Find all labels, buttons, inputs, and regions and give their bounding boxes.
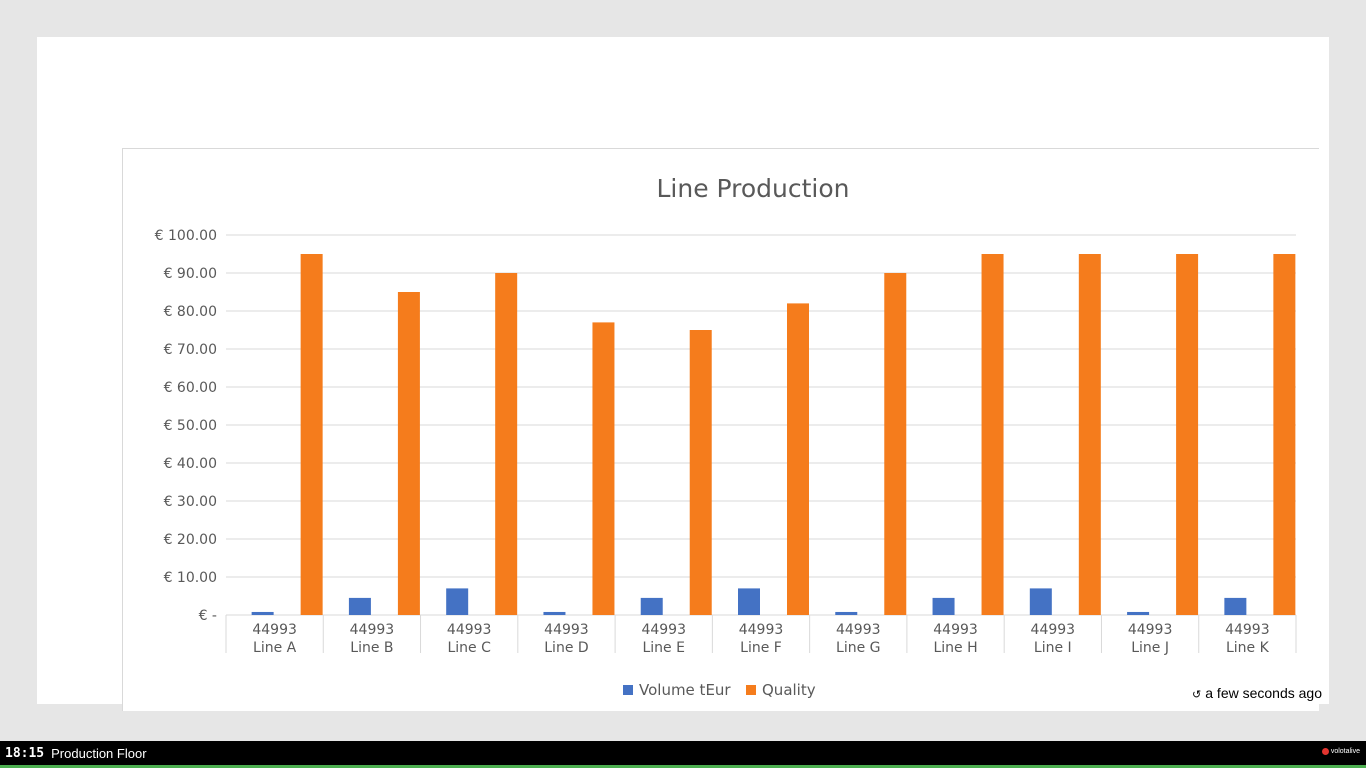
- y-tick-label: € 100.00: [155, 228, 217, 244]
- y-tick-label: € 90.00: [164, 266, 217, 282]
- x-tick-label: Line H: [933, 640, 977, 656]
- screen-name: Production Floor: [51, 745, 147, 761]
- legend-label: Volume tEur: [639, 681, 731, 699]
- x-tick-label: 44993: [739, 622, 784, 638]
- legend-swatch: [746, 685, 756, 695]
- bar-volume: [251, 611, 274, 615]
- x-tick-label: Line D: [544, 640, 588, 656]
- dashboard-panel: Line Production € - € 10.00 € 20.00 € 30.00 €…: [37, 37, 1329, 711]
- bar-volume: [348, 597, 371, 615]
- x-tick-label: 44993: [1128, 622, 1173, 638]
- y-tick-label: € 70.00: [164, 342, 217, 358]
- x-tick-label: 44993: [933, 622, 978, 638]
- x-tick-label: Line C: [447, 640, 491, 656]
- x-tick-label: Line J: [1131, 640, 1169, 656]
- y-tick-label: € 80.00: [164, 304, 217, 320]
- bar-quality: [495, 273, 518, 615]
- bar-quality: [1078, 254, 1101, 615]
- bar-quality: [300, 254, 323, 615]
- x-tick-label: 44993: [641, 622, 686, 638]
- chart-title: Line Production: [656, 174, 849, 203]
- x-tick-label: Line E: [642, 640, 684, 656]
- legend-label: Quality: [762, 681, 816, 699]
- bar-quality: [689, 330, 712, 615]
- x-tick-label: 44993: [836, 622, 881, 638]
- x-tick-label: Line B: [350, 640, 393, 656]
- refresh-text: a few seconds ago: [1205, 685, 1322, 701]
- bar-quality: [1273, 254, 1296, 615]
- bar-volume: [1127, 611, 1150, 615]
- x-tick-label: 44993: [252, 622, 297, 638]
- x-tick-label: Line G: [836, 640, 880, 656]
- x-tick-label: Line F: [740, 640, 782, 656]
- x-tick-label: 44993: [544, 622, 589, 638]
- x-tick-label: Line A: [253, 640, 297, 656]
- bar-volume: [1029, 588, 1052, 615]
- bar-quality: [397, 292, 420, 615]
- bar-volume: [640, 597, 663, 615]
- x-tick-label: 44993: [1031, 622, 1076, 638]
- bar-volume: [738, 588, 760, 615]
- refresh-status: ↺ a few seconds ago: [1192, 685, 1322, 701]
- y-tick-label: € 60.00: [164, 380, 217, 396]
- legend-swatch: [623, 685, 633, 695]
- footer-bar: 18:15 Production Floor volotalive: [0, 741, 1366, 765]
- bar-quality: [787, 303, 809, 615]
- bar-volume: [446, 588, 469, 615]
- line-production-chart: Line Production € - € 10.00 € 20.00 € 30.00 €…: [155, 174, 1297, 699]
- bar-quality: [884, 273, 907, 615]
- x-tick-label: 44993: [1225, 622, 1270, 638]
- brand-dot-icon: [1321, 748, 1329, 755]
- x-tick-label: 44993: [447, 622, 492, 638]
- y-tick-label: € 20.00: [164, 532, 217, 548]
- bar-volume: [1224, 597, 1247, 615]
- bar-volume: [835, 611, 858, 615]
- bar-quality: [1176, 254, 1199, 615]
- y-tick-label: € 40.00: [164, 456, 217, 472]
- bar-volume: [932, 597, 955, 615]
- brand-name: volotalive: [1330, 748, 1360, 755]
- y-tick-label: € -: [199, 608, 217, 624]
- bar-quality: [592, 322, 615, 615]
- y-tick-label: € 10.00: [164, 570, 217, 586]
- chart-frame: Line Production € - € 10.00 € 20.00 € 30.00 €…: [122, 148, 1319, 711]
- bar-quality: [981, 254, 1004, 615]
- y-tick-label: € 50.00: [164, 418, 217, 434]
- x-tick-label: Line K: [1226, 640, 1270, 656]
- footer-accent-line: [0, 765, 1366, 768]
- clock: 18:15: [5, 745, 45, 761]
- bar-volume: [543, 611, 566, 615]
- refresh-icon[interactable]: ↺: [1192, 689, 1202, 701]
- x-tick-label: Line I: [1034, 640, 1072, 656]
- brand-logo: volotalive: [1321, 748, 1360, 755]
- x-tick-label: 44993: [350, 622, 395, 638]
- y-tick-label: € 30.00: [164, 494, 217, 510]
